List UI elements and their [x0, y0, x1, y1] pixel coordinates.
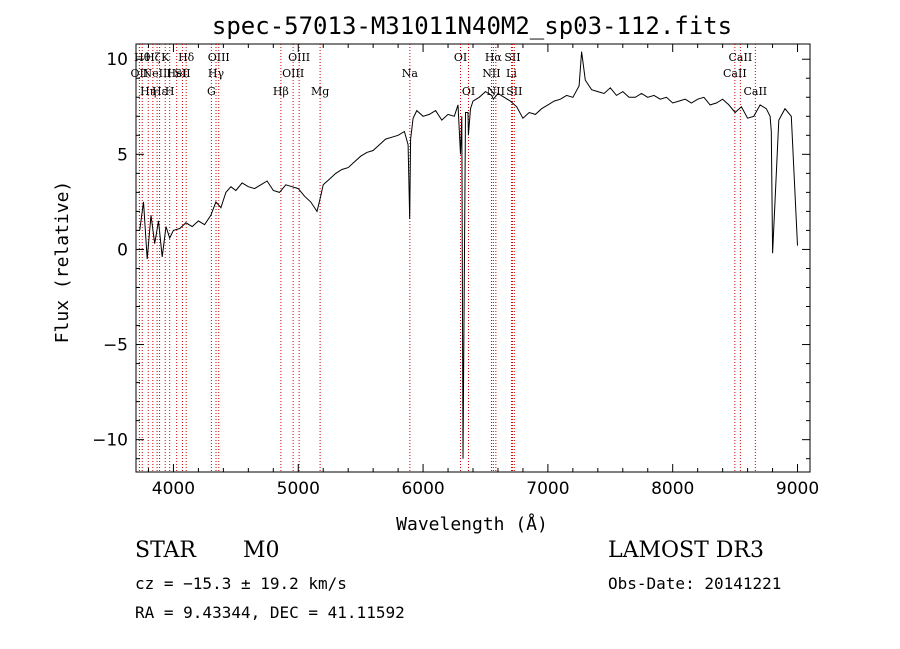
line-marker-label: Li [506, 67, 517, 80]
y-tick-label: 0 [117, 240, 128, 260]
line-marker-label: OI [454, 51, 467, 64]
spectrum-series-line [139, 51, 798, 459]
line-marker-label: Na [402, 67, 419, 80]
line-marker-label: Hα [485, 51, 503, 64]
x-tick-label: 9000 [776, 479, 819, 499]
line-marker-label: CaII [729, 51, 753, 64]
line-marker-label: K [161, 51, 170, 64]
x-axis-label: Wavelength (Å) [396, 513, 548, 535]
line-marker-label: Hγ [208, 67, 225, 80]
line-marker-label: OIII [282, 67, 304, 80]
coordinates: RA = 9.43344, DEC = 41.11592 [135, 603, 405, 622]
x-tick-label: 8000 [651, 479, 694, 499]
line-marker-label: NeIII [143, 67, 172, 80]
line-marker-label: Hθ [134, 51, 151, 64]
line-markers [138, 44, 756, 472]
y-tick-label: 10 [106, 50, 128, 70]
line-marker-label: OIII [288, 51, 310, 64]
redshift-info: cz = −15.3 ± 19.2 km/s [135, 574, 347, 593]
line-marker-label: OI [462, 85, 475, 98]
line-marker-label: Hδ [178, 51, 195, 64]
y-axis: 10 5 0 −5 −10 [92, 50, 810, 460]
x-axis: 4000 5000 6000 7000 8000 9000 [147, 44, 819, 499]
line-marker-label: SII [506, 85, 522, 98]
obs-date: Obs-Date: 20141221 [608, 574, 782, 593]
line-marker-label: Hζ [145, 51, 161, 64]
x-tick-label: 6000 [401, 479, 444, 499]
line-marker-label: CaII [743, 85, 767, 98]
line-marker-label: G [207, 85, 216, 98]
line-marker-label: CaII [723, 67, 747, 80]
line-marker-label: OIII [208, 51, 230, 64]
y-tick-label: −10 [92, 431, 128, 451]
line-marker-label: Hε [152, 85, 168, 98]
line-marker-label: OII [131, 67, 149, 80]
x-tick-label: 4000 [152, 479, 195, 499]
line-marker-label: Hβ [273, 85, 289, 98]
chart-title: spec-57013-M31011N40M2_sp03-112.fits [212, 12, 732, 40]
line-marker-label: Mg [311, 85, 329, 98]
line-marker-label: NII [482, 67, 500, 80]
x-tick-label: 5000 [277, 479, 320, 499]
y-tick-label: −5 [103, 336, 128, 356]
line-marker-label: HeI [166, 67, 186, 80]
object-class: STAR [135, 538, 196, 563]
y-axis-label: Flux (relative) [52, 181, 73, 344]
line-marker-label: SII [504, 51, 520, 64]
plot-frame [135, 43, 811, 473]
y-tick-label: 5 [117, 145, 128, 165]
line-marker-label: SII [174, 67, 190, 80]
survey-name: LAMOST DR3 [608, 538, 764, 563]
line-marker-label: Hη [140, 85, 156, 98]
object-subclass: M0 [243, 538, 280, 563]
line-marker-label: H [165, 85, 175, 98]
line-marker-labels: OIIHθHηHζNeIIIHεKHHeISIIHδGHγOIIIHβOIIIO… [131, 51, 768, 98]
x-tick-label: 7000 [526, 479, 569, 499]
